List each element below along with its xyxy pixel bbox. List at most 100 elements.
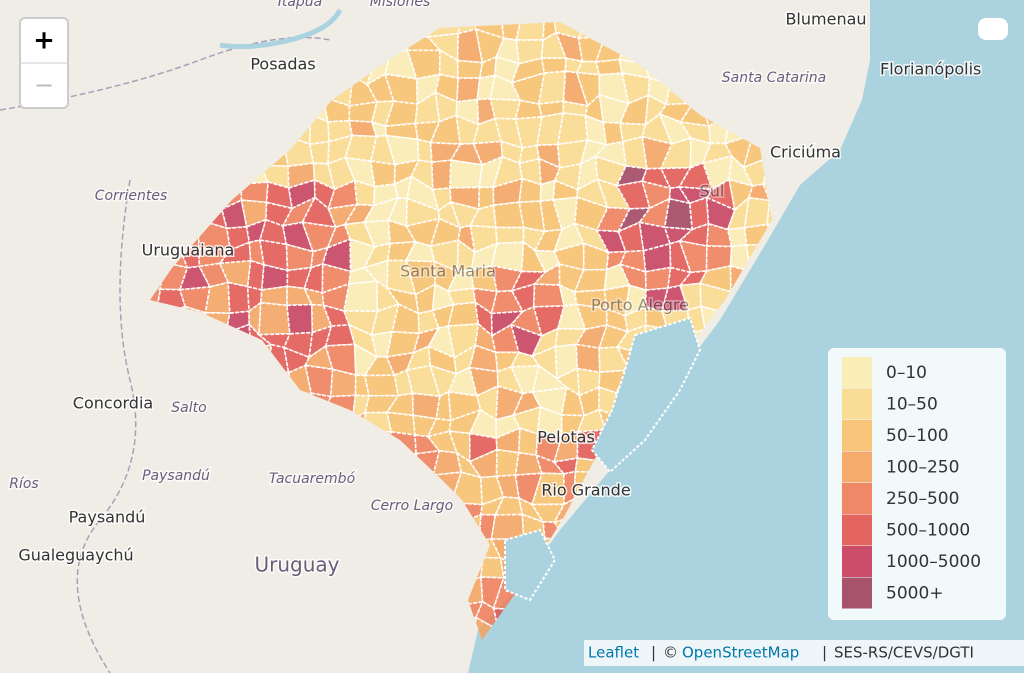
municipality [495, 226, 525, 245]
municipality [584, 93, 605, 124]
place-label: Salto [171, 400, 206, 416]
attribution-copyright: © [663, 644, 678, 662]
municipality [480, 576, 505, 610]
municipality [478, 155, 504, 189]
municipality [594, 155, 628, 187]
municipality [495, 414, 522, 440]
place-label: Posadas [250, 55, 315, 74]
municipality [510, 71, 546, 105]
municipality [246, 285, 263, 313]
municipality [324, 343, 357, 377]
municipality [658, 102, 695, 124]
legend-label: 500–1000 [886, 521, 970, 541]
municipality [198, 247, 232, 268]
attribution-link[interactable]: Leaflet [588, 644, 639, 662]
lagoon [590, 316, 702, 474]
zoom-out[interactable]: − [34, 71, 54, 99]
municipality [540, 31, 568, 60]
municipality [494, 55, 521, 84]
municipality [644, 266, 672, 291]
municipality [204, 281, 231, 315]
municipality [518, 200, 546, 233]
municipality [456, 59, 484, 79]
place-label: Tacuarembó [269, 471, 356, 487]
municipality [258, 301, 291, 336]
municipality [573, 222, 611, 254]
municipality [500, 22, 523, 41]
municipality [417, 309, 440, 335]
municipality [348, 119, 378, 138]
place-label: Paysandú [69, 508, 146, 527]
municipality [321, 95, 351, 123]
municipality [447, 366, 478, 397]
municipality [447, 301, 480, 328]
zoom-in[interactable]: + [33, 26, 55, 56]
municipality [603, 263, 631, 291]
legend-label: 0–10 [886, 363, 927, 383]
municipality [301, 196, 337, 229]
municipality [469, 204, 497, 229]
municipality [448, 430, 471, 464]
municipality [286, 303, 314, 335]
municipality [510, 57, 546, 85]
municipality [414, 282, 437, 315]
municipality [449, 159, 484, 189]
place-label: Misiones [370, 0, 431, 10]
legend-swatch [842, 420, 872, 451]
attribution-link[interactable]: OpenStreetMap [682, 644, 799, 662]
municipality [220, 198, 248, 230]
municipality [304, 364, 334, 398]
municipality [348, 101, 378, 123]
municipality [490, 310, 525, 338]
municipality [455, 114, 480, 146]
municipality [369, 160, 396, 188]
municipality [509, 364, 540, 395]
municipality [342, 280, 379, 313]
municipality [556, 139, 589, 169]
municipality [539, 199, 563, 233]
municipality [595, 229, 627, 254]
layer-toggle[interactable] [978, 18, 1008, 40]
municipality [477, 186, 495, 211]
municipality [432, 449, 463, 476]
municipality [598, 72, 630, 105]
legend-swatch [842, 357, 872, 388]
municipality [679, 282, 702, 312]
legend-swatch [842, 546, 872, 577]
legend-swatch [842, 483, 872, 514]
municipality [431, 159, 452, 191]
municipality [582, 242, 610, 271]
legend-label: 1000–5000 [886, 552, 981, 572]
municipality [728, 154, 755, 188]
municipality [496, 365, 525, 395]
municipality [492, 177, 524, 207]
place-label: Cerro Largo [371, 498, 454, 514]
legend-label: 10–50 [886, 395, 938, 415]
municipality [520, 240, 547, 273]
municipality [511, 391, 542, 417]
municipality [558, 263, 585, 294]
municipality [434, 73, 460, 104]
municipality [532, 262, 561, 287]
place-label: Paysandú [142, 468, 210, 484]
municipality [435, 390, 452, 422]
municipality [227, 281, 250, 315]
attribution-source: SES-RS/CEVS/DGTI [834, 644, 974, 662]
municipality [489, 98, 522, 120]
municipality [578, 385, 600, 417]
attribution-box [584, 640, 1024, 666]
municipality [500, 140, 524, 165]
municipality [468, 366, 499, 397]
municipality [285, 243, 314, 272]
municipality [726, 195, 750, 231]
municipality [348, 266, 379, 285]
legend-label: 250–500 [886, 489, 959, 509]
municipality [324, 323, 356, 347]
place-label: Florianópolis [880, 60, 981, 79]
municipality [510, 323, 543, 357]
municipality [575, 343, 601, 374]
municipality [411, 392, 441, 420]
municipality [386, 259, 417, 296]
legend-label: 100–250 [886, 458, 959, 478]
